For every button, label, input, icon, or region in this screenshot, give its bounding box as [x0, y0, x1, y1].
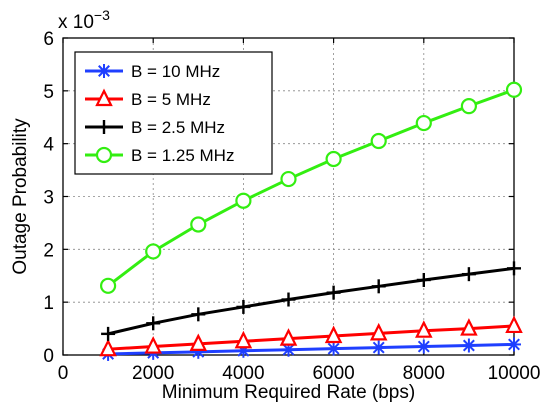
data-point: [236, 299, 251, 314]
data-point: [371, 340, 386, 355]
axis-ticks: 0 2000 4000 6000 8000 10000 0 1 2 3 4 5 6: [43, 29, 540, 384]
data-point: [144, 336, 162, 354]
data-point: [146, 316, 161, 331]
data-point: [190, 216, 207, 233]
y-axis-label: Outage Probability: [10, 118, 31, 275]
series-line: [107, 266, 515, 336]
series-line: [107, 88, 515, 287]
data-point: [324, 325, 343, 344]
data-point: [460, 98, 477, 115]
y-tick-label: 1: [43, 293, 54, 314]
data-point: [461, 267, 476, 282]
legend-item: B = 5 MHz: [85, 88, 211, 109]
y-tick-label: 0: [43, 346, 54, 367]
data-point: [279, 328, 298, 346]
legend-marker: [97, 64, 111, 78]
data-point: [280, 170, 297, 188]
data-point: [505, 81, 523, 98]
x-tick-label: 6000: [312, 363, 354, 384]
data-point: [370, 132, 387, 150]
y-multiplier-label: x 10−3: [58, 7, 110, 33]
legend-marker: [95, 146, 113, 164]
y-multiplier-base: x 10: [58, 12, 94, 33]
y-tick-label: 6: [43, 29, 54, 50]
y-tick-label: 3: [43, 188, 54, 209]
data-point: [507, 261, 521, 276]
x-tick-label: 4000: [222, 363, 264, 384]
x-axis-label: Minimum Required Rate (bps): [162, 382, 415, 403]
data-point: [235, 192, 252, 209]
data-point: [371, 279, 386, 294]
x-tick-label: 0: [58, 363, 69, 384]
data-point: [369, 322, 388, 341]
data-point: [416, 339, 431, 354]
series-layer: [99, 81, 523, 361]
data-point: [415, 320, 433, 338]
legend-marker: [95, 88, 113, 107]
data-point: [326, 285, 341, 300]
legend-label: B = 2.5 MHz: [131, 118, 225, 137]
y-multiplier-exponent: −3: [94, 7, 110, 23]
data-point: [101, 326, 116, 341]
series-line: [108, 324, 515, 351]
data-point: [460, 318, 478, 336]
series-4: [99, 81, 523, 294]
data-point: [325, 150, 342, 168]
data-point: [281, 292, 296, 307]
legend-item: B = 1.25 MHz: [85, 146, 234, 165]
y-tick-label: 2: [43, 240, 54, 261]
data-point: [234, 330, 253, 349]
legend-marker: [97, 120, 111, 134]
x-tick-label: 2000: [132, 363, 174, 384]
legend-label: B = 10 MHz: [131, 62, 220, 81]
x-tick-label: 8000: [403, 363, 445, 384]
legend-item: B = 2.5 MHz: [85, 118, 225, 137]
data-point: [145, 243, 162, 260]
data-point: [99, 277, 117, 294]
legend-label: B = 5 MHz: [131, 90, 211, 109]
legend-item: B = 10 MHz: [85, 62, 220, 81]
data-point: [461, 338, 476, 353]
legend-label: B = 1.25 MHz: [131, 146, 234, 165]
data-point: [415, 114, 432, 132]
x-tick-label: 10000: [488, 363, 541, 384]
data-point: [326, 341, 341, 356]
data-point: [507, 337, 521, 352]
legend: B = 10 MHz B = 5 MHz B = 2.5 MHz B = 1.25 M…: [74, 51, 273, 175]
series-3: [101, 261, 521, 341]
data-point: [505, 315, 523, 334]
y-tick-label: 5: [43, 82, 54, 103]
data-point: [416, 272, 431, 287]
series-1: [101, 337, 521, 361]
data-point: [99, 338, 117, 357]
data-point: [191, 307, 206, 322]
series-2: [99, 315, 523, 357]
y-tick-label: 4: [43, 135, 54, 156]
series-line: [108, 342, 515, 356]
data-point: [189, 333, 208, 352]
